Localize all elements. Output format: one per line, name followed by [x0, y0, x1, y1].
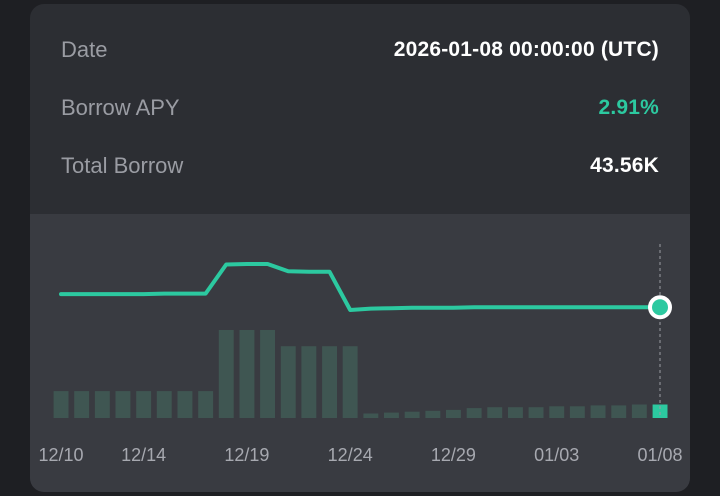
volume-bar	[342, 346, 358, 418]
volume-bar	[156, 391, 172, 418]
total-borrow-value: 43.56K	[590, 154, 659, 177]
volume-bar	[301, 346, 317, 418]
volume-bar	[569, 406, 585, 418]
volume-bar	[590, 405, 606, 418]
x-tick-label: 12/14	[121, 445, 166, 465]
borrow-chart[interactable]: 12/10 12/14 12/19 12/24 12/29 01/03 01/08	[30, 214, 690, 492]
date-row: Date 2026-01-08 00:00:00 (UTC)	[61, 30, 659, 70]
volume-bar	[115, 391, 131, 418]
volume-bar	[384, 412, 399, 418]
volume-bar	[260, 330, 275, 418]
volume-bar	[322, 346, 337, 418]
chart-svg[interactable]: 12/10 12/14 12/19 12/24 12/29 01/03 01/08	[30, 214, 690, 492]
volume-bar	[94, 391, 110, 418]
total-borrow-label: Total Borrow	[61, 153, 184, 178]
borrow-apy-line	[59, 262, 662, 312]
highlight-marker-dot	[652, 299, 668, 316]
volume-bar	[425, 410, 441, 418]
total-borrow-row: Total Borrow 43.56K	[61, 146, 659, 186]
volume-bar	[528, 407, 544, 418]
volume-bar	[177, 391, 193, 418]
volume-bar	[363, 413, 379, 418]
borrow-apy-row: Borrow APY 2.91%	[61, 88, 659, 128]
date-value: 2026-01-08 00:00:00 (UTC)	[393, 38, 659, 61]
volume-bar	[74, 391, 90, 418]
volume-bar	[198, 391, 214, 418]
x-tick-label: 12/19	[224, 445, 269, 465]
x-tick-label: 12/24	[328, 445, 373, 465]
volume-bar	[549, 406, 565, 418]
tooltip-info-panel: Date 2026-01-08 00:00:00 (UTC) Borrow AP…	[30, 4, 690, 214]
borrow-apy-value: 2.91%	[598, 96, 659, 119]
volume-bar	[611, 405, 627, 418]
borrow-apy-label: Borrow APY	[61, 95, 180, 120]
volume-bar	[53, 391, 69, 418]
date-label: Date	[61, 37, 108, 62]
volume-bar	[218, 330, 234, 418]
borrow-history-card: Date 2026-01-08 00:00:00 (UTC) Borrow AP…	[30, 4, 690, 492]
volume-bar	[280, 346, 296, 418]
x-tick-label: 01/08	[637, 445, 682, 465]
x-tick-label: 12/10	[38, 445, 83, 465]
x-tick-label: 12/29	[431, 445, 476, 465]
volume-bar	[652, 404, 668, 418]
x-tick-label: 01/03	[534, 445, 579, 465]
volume-bar	[446, 409, 461, 418]
volume-bar	[239, 330, 255, 418]
volume-bar	[508, 407, 523, 418]
volume-bar	[404, 411, 420, 418]
volume-bar	[466, 408, 482, 418]
volume-bar	[487, 407, 503, 418]
volume-bar	[136, 391, 152, 418]
volume-bar	[631, 404, 647, 418]
